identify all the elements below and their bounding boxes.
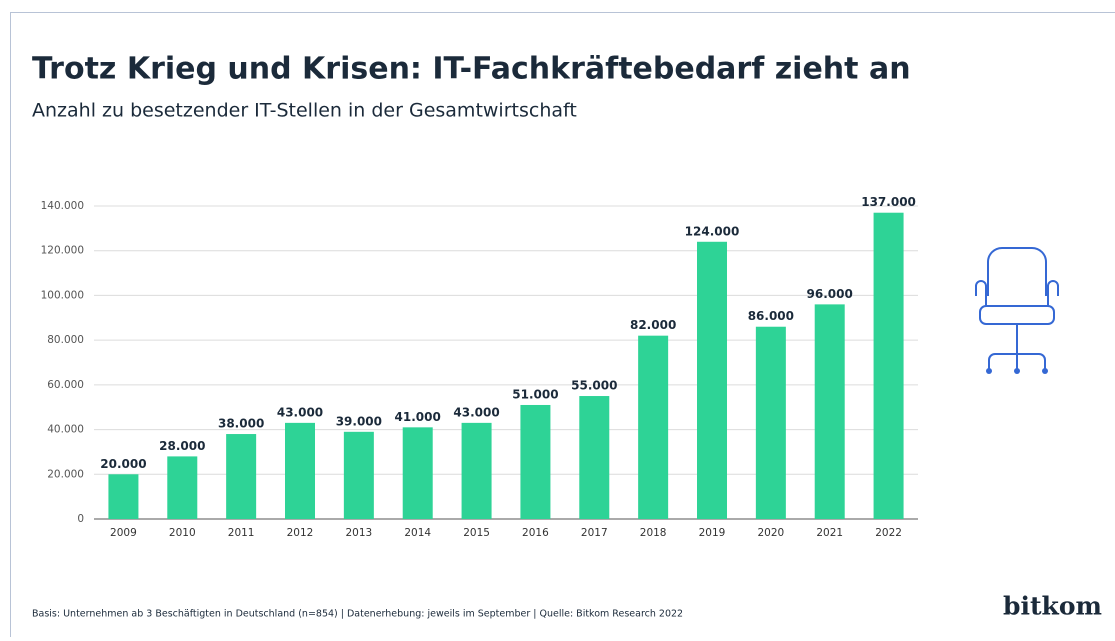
value-label: 124.000: [685, 224, 740, 238]
chair-wheels: [986, 368, 1048, 374]
y-tick-label: 40.000: [47, 424, 84, 436]
x-tick-label: 2012: [287, 527, 314, 539]
y-tick-label: 0: [77, 513, 84, 525]
bar: [167, 456, 198, 519]
y-tick-label: 80.000: [47, 334, 84, 346]
bar: [697, 241, 727, 519]
bar: [579, 396, 610, 519]
x-tick-label: 2015: [463, 527, 490, 539]
x-tick-label: 2013: [345, 527, 372, 539]
bar: [226, 434, 257, 519]
chart-subtitle: Anzahl zu besetzender IT-Stellen in der …: [32, 100, 577, 122]
value-label: 51.000: [512, 387, 558, 401]
x-tick-label: 2011: [228, 527, 255, 539]
bar: [814, 304, 845, 519]
value-label: 96.000: [807, 287, 853, 301]
value-label: 43.000: [453, 405, 499, 419]
x-tick-label: 2014: [404, 527, 431, 539]
bar: [343, 431, 374, 519]
value-label: 137.000: [861, 195, 916, 209]
logo: bitkom: [1003, 592, 1102, 621]
y-tick-label: 100.000: [41, 289, 84, 301]
x-tick-label: 2018: [640, 527, 667, 539]
x-tick-label: 2019: [699, 527, 726, 539]
value-label: 20.000: [100, 457, 146, 471]
y-tick-label: 20.000: [47, 468, 84, 480]
footnote: Basis: Unternehmen ab 3 Beschäftigten in…: [32, 609, 683, 620]
value-label: 41.000: [395, 410, 441, 424]
value-label: 39.000: [336, 414, 382, 428]
bar: [873, 212, 904, 519]
bar: [755, 326, 786, 519]
value-label: 86.000: [748, 309, 794, 323]
x-tick-label: 2009: [110, 527, 137, 539]
bar: [520, 404, 551, 519]
chair-icon: [975, 247, 1059, 370]
value-label: 55.000: [571, 379, 617, 393]
bar: [461, 422, 492, 519]
x-tick-label: 2020: [757, 527, 784, 539]
x-tick-label: 2010: [169, 527, 196, 539]
chart-title: Trotz Krieg und Krisen: IT-Fachkräftebed…: [32, 52, 911, 87]
bar: [638, 335, 669, 519]
y-tick-label: 120.000: [41, 245, 84, 257]
y-tick-label: 60.000: [47, 379, 84, 391]
value-label: 38.000: [218, 417, 264, 431]
x-tick-label: 2017: [581, 527, 608, 539]
bar: [402, 427, 433, 519]
x-tick-label: 2022: [875, 527, 902, 539]
bar: [108, 474, 139, 519]
x-tick-label: 2021: [816, 527, 843, 539]
value-label: 43.000: [277, 405, 323, 419]
value-label: 82.000: [630, 318, 676, 332]
x-tick-label: 2016: [522, 527, 549, 539]
value-label: 28.000: [159, 439, 205, 453]
bar: [285, 422, 315, 519]
y-tick-label: 140.000: [41, 200, 84, 212]
